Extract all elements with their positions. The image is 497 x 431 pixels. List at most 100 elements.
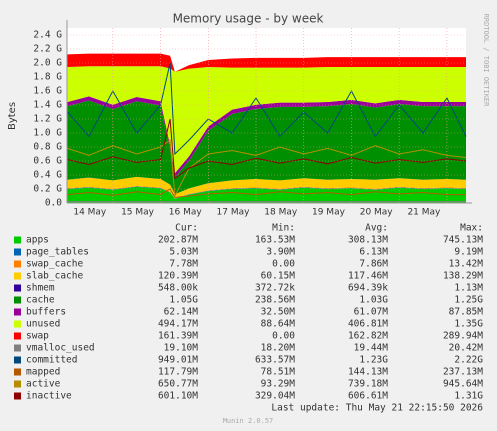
stat-value: 0.00	[272, 331, 295, 342]
y-tick-label: 0.6 G	[33, 156, 62, 167]
y-tick-label: 0.4 G	[33, 170, 62, 181]
legend-label: unused	[26, 319, 60, 330]
stat-value: 601.10M	[158, 391, 198, 402]
legend-swatch	[14, 248, 21, 256]
stat-value: 117.79M	[158, 367, 198, 378]
area	[67, 53, 467, 72]
stat-value: 162.82M	[348, 331, 388, 342]
y-tick-label: 1.8 G	[33, 72, 62, 83]
stat-value: 93.29M	[261, 379, 296, 390]
legend-swatch	[14, 320, 21, 328]
y-tick-label: 1.6 G	[33, 86, 62, 97]
stat-value: 308.13M	[348, 235, 388, 246]
legend-swatch	[14, 296, 21, 304]
stat-header: Cur:	[175, 223, 198, 234]
stat-value: 161.39M	[158, 331, 198, 342]
stat-value: 78.51M	[261, 367, 296, 378]
legend-swatch	[14, 380, 21, 388]
stat-value: 9.19M	[454, 247, 483, 258]
side-text: RRDTOOL / TOBI OETIKER	[482, 14, 490, 108]
stat-value: 1.03G	[359, 295, 388, 306]
stat-value: 1.23G	[359, 355, 388, 366]
stat-value: 60.15M	[261, 271, 296, 282]
legend-swatch	[14, 284, 21, 292]
stat-value: 1.35G	[454, 319, 483, 330]
legend-label: inactive	[26, 391, 72, 402]
stat-value: 13.42M	[449, 259, 484, 270]
stat-value: 406.81M	[348, 319, 388, 330]
stat-value: 88.64M	[261, 319, 296, 330]
line	[67, 62, 467, 156]
stat-value: 372.72k	[255, 283, 295, 294]
stat-header: Max:	[460, 223, 483, 234]
area	[67, 176, 467, 199]
stat-value: 144.13M	[348, 367, 388, 378]
y-tick-label: 0.0	[45, 198, 62, 209]
legend-label: swap	[26, 331, 49, 342]
area	[67, 66, 467, 174]
stat-value: 61.07M	[354, 307, 389, 318]
legend-label: vmalloc_used	[26, 343, 95, 354]
legend-label: active	[26, 379, 61, 390]
stat-value: 694.39k	[348, 283, 388, 294]
stat-value: 87.85M	[449, 307, 484, 318]
x-tick-label: 14 May	[73, 208, 107, 218]
legend-swatch	[14, 368, 21, 376]
stat-value: 650.77M	[158, 379, 198, 390]
stat-value: 5.03M	[169, 247, 198, 258]
stat-value: 238.56M	[255, 295, 295, 306]
stat-value: 3.90M	[266, 247, 295, 258]
x-tick-label: 17 May	[217, 208, 251, 218]
area	[67, 185, 467, 199]
x-tick-label: 21 May	[407, 208, 441, 218]
legend-swatch	[14, 344, 21, 352]
stat-value: 20.42M	[449, 343, 484, 354]
stat-value: 138.29M	[443, 271, 483, 282]
stat-value: 7.86M	[359, 259, 388, 270]
stat-value: 2.22G	[454, 355, 483, 366]
legend-label: committed	[26, 355, 77, 366]
stat-value: 62.14M	[164, 307, 199, 318]
stat-value: 237.13M	[443, 367, 483, 378]
stat-value: 1.05G	[169, 295, 198, 306]
legend-label: buffers	[26, 307, 66, 318]
y-tick-label: 2.0 G	[33, 58, 62, 69]
x-tick-label: 15 May	[121, 208, 155, 218]
line	[67, 188, 466, 198]
stat-value: 0.00	[272, 259, 295, 270]
legend-label: slab_cache	[26, 271, 83, 282]
line	[67, 118, 467, 180]
stat-value: 606.61M	[348, 391, 388, 402]
stat-value: 745.13M	[443, 235, 483, 246]
stat-header: Avg:	[365, 223, 388, 234]
x-tick-label: 20 May	[360, 208, 394, 218]
footer: Munin 2.0.57	[223, 417, 274, 425]
stat-value: 117.46M	[348, 271, 388, 282]
y-tick-label: 0.8 G	[33, 142, 62, 153]
y-tick-label: 1.2 G	[33, 114, 62, 125]
x-tick-label: 19 May	[312, 208, 346, 218]
last-update: Last update: Thu May 21 22:15:50 2026	[271, 403, 483, 414]
legend-label: shmem	[26, 283, 55, 294]
stat-value: 494.17M	[158, 319, 198, 330]
legend-label: page_tables	[26, 247, 89, 258]
legend-label: apps	[26, 235, 49, 246]
stat-value: 202.87M	[158, 235, 198, 246]
x-tick-label: 16 May	[169, 208, 203, 218]
stat-value: 548.00k	[158, 283, 198, 294]
stat-value: 19.10M	[164, 343, 199, 354]
area	[67, 186, 467, 203]
legend-label: swap_cache	[26, 259, 83, 270]
legend-swatch	[14, 236, 21, 244]
stat-value: 739.18M	[348, 379, 388, 390]
stat-value: 18.20M	[261, 343, 296, 354]
y-tick-label: 0.2 G	[33, 184, 62, 195]
legend-swatch	[14, 272, 21, 280]
stat-value: 163.53M	[255, 235, 295, 246]
x-tick-label: 18 May	[264, 208, 298, 218]
legend-label: mapped	[26, 367, 60, 378]
stat-value: 949.01M	[158, 355, 198, 366]
area	[67, 96, 467, 178]
stat-value: 633.57M	[255, 355, 295, 366]
